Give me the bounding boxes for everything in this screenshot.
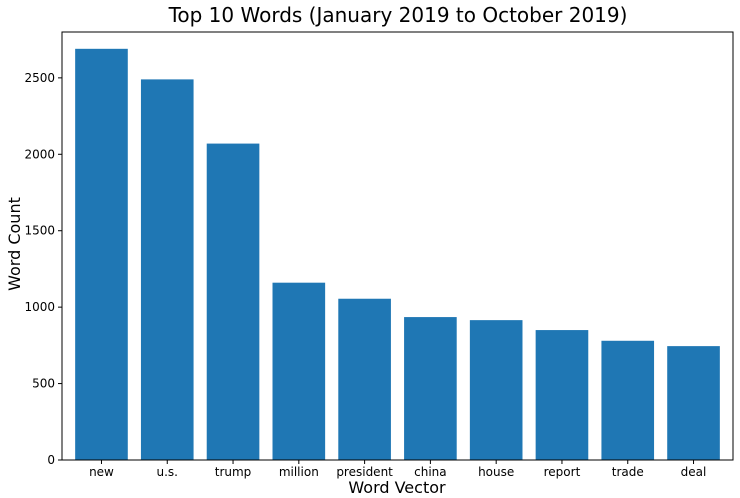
bar-million — [272, 282, 326, 460]
bar-report — [535, 330, 589, 460]
y-tick-label: 1000 — [24, 300, 55, 314]
bar-china — [404, 317, 457, 460]
bar-deal — [667, 346, 720, 460]
x-tick-label: u.s. — [157, 465, 179, 479]
x-tick-label: report — [544, 465, 581, 479]
x-tick-label: trade — [612, 465, 644, 479]
x-tick-label: deal — [681, 465, 707, 479]
bar-new — [75, 48, 128, 461]
y-axis-label: Word Count — [5, 197, 24, 291]
bar-president — [338, 298, 391, 460]
x-axis-label: Word Vector — [348, 478, 446, 497]
bar-house — [469, 320, 523, 460]
chart-title: Top 10 Words (January 2019 to October 20… — [168, 3, 628, 27]
y-tick-label: 0 — [47, 453, 55, 467]
bar-u-s- — [140, 79, 194, 460]
x-tick-label: china — [414, 465, 447, 479]
x-tick-label: president — [336, 465, 393, 479]
plot-frame — [61, 31, 734, 461]
y-tick-label: 500 — [32, 377, 55, 391]
y-tick-label: 2000 — [24, 147, 55, 161]
x-tick-label: trump — [215, 465, 252, 479]
x-tick-label: house — [478, 465, 514, 479]
y-ticks-group: 0 500 1000 1500 2000 2500 — [24, 71, 62, 467]
y-tick-label: 2500 — [24, 71, 55, 85]
y-tick-label: 1500 — [24, 224, 55, 238]
bar-trump — [206, 143, 260, 461]
x-ticks-group: new u.s. trump million president china house re… — [89, 460, 706, 479]
bars-group — [75, 48, 720, 461]
x-tick-label: million — [279, 465, 319, 479]
x-tick-label: new — [89, 465, 114, 479]
bar-trade — [601, 340, 655, 460]
